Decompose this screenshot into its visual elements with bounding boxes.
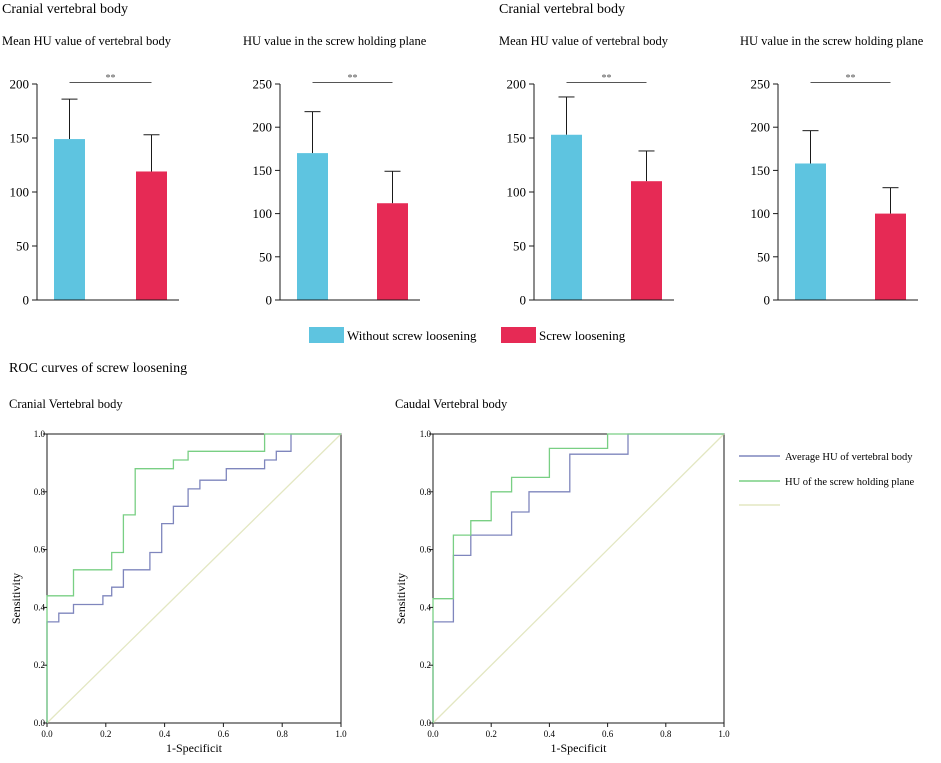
- y-tick-label: 150: [253, 163, 273, 178]
- y-tick-label: 0: [520, 293, 527, 308]
- y-tick-label: 150: [10, 131, 30, 146]
- bar-chart-3-title: Mean HU value of vertebral body: [499, 34, 669, 48]
- significance-label: **: [846, 73, 856, 84]
- roc-chart-caudal: 0.0 0.2 0.4 0.6 0.8 1.0 0.0 0.2 0.4 0.6 0.8 1.0 1-Sp…: [394, 429, 730, 755]
- y-tick-label: 200: [507, 77, 527, 92]
- significance-label: **: [602, 73, 612, 84]
- legend-label-without-loosening: Without screw loosening: [347, 328, 477, 343]
- y-tick-label: 50: [757, 249, 770, 264]
- y-tick-label: 0.4: [420, 602, 432, 612]
- y-tick-label: 150: [507, 131, 527, 146]
- y-tick-label: 0.8: [34, 487, 46, 497]
- bar-chart-3: 0 50 100 150 200 **: [507, 73, 674, 308]
- y-axis-label: Sensitivity: [9, 573, 23, 624]
- bar-chart-4: 0 50 100 150 200 250 **: [751, 73, 918, 308]
- y-tick-label: 200: [253, 120, 273, 135]
- plot-frame: [46, 433, 342, 724]
- roc-chart-cranial: 0.0 0.2 0.4 0.6 0.8 1.0 0.0 0.2 0.4 0.6 0.8 1.0 1-Sp…: [9, 429, 347, 755]
- y-tick-label: 0: [23, 293, 30, 308]
- legend-label-average: Average HU of vertebral body: [785, 452, 913, 463]
- y-tick-label: 0.0: [420, 718, 432, 728]
- roc-section-title: ROC curves of screw loosening: [9, 361, 187, 376]
- y-tick-label: 0.0: [34, 718, 46, 728]
- bar: [136, 171, 167, 300]
- significance-label: **: [348, 73, 358, 84]
- roc-chart-1-title: Cranial Vertebral body: [9, 397, 123, 411]
- roc-chart-2-title: Caudal Vertebral body: [395, 397, 508, 411]
- legend-label-loosening: Screw loosening: [539, 328, 626, 343]
- y-tick-label: 0.8: [420, 487, 432, 497]
- x-tick-label: 0.4: [544, 729, 556, 739]
- roc-curve-screw-plane: [46, 433, 341, 723]
- x-tick-label: 0.8: [277, 729, 289, 739]
- y-tick-label: 0: [266, 293, 273, 308]
- bar: [377, 203, 408, 300]
- x-tick-label: 0.0: [427, 729, 439, 739]
- y-tick-label: 50: [16, 239, 29, 254]
- roc-curve-average: [432, 433, 724, 723]
- x-tick-label: 0.6: [602, 729, 614, 739]
- legend-label-screw-plane: HU of the screw holding plane: [785, 477, 915, 488]
- reference-line: [432, 433, 725, 724]
- bar: [297, 153, 328, 300]
- bar: [875, 213, 906, 300]
- bar: [54, 139, 85, 300]
- y-tick-label: 1.0: [34, 429, 46, 439]
- x-tick-label: 0.4: [159, 729, 171, 739]
- y-tick-label: 250: [253, 77, 273, 92]
- y-tick-label: 0.6: [420, 545, 432, 555]
- legend-swatch-loosening: [501, 327, 536, 343]
- y-tick-label: 0: [764, 293, 771, 308]
- bar-chart-2-title: HU value in the screw holding plane: [243, 34, 427, 48]
- roc-curve-average: [46, 433, 341, 723]
- y-tick-label: 1.0: [420, 429, 432, 439]
- bar-chart-4-title: HU value in the screw holding plane: [740, 34, 924, 48]
- y-tick-label: 0.2: [420, 660, 431, 670]
- bar: [795, 163, 826, 300]
- x-tick-label: 0.8: [660, 729, 672, 739]
- y-tick-label: 50: [259, 249, 272, 264]
- bar-chart-1: 0 50 100 150 200 **: [10, 73, 179, 308]
- y-tick-label: 200: [10, 77, 30, 92]
- y-tick-label: 100: [507, 185, 527, 200]
- y-axis-label: Sensitivity: [394, 573, 408, 624]
- y-tick-label: 100: [253, 206, 273, 221]
- significance-label: **: [106, 73, 116, 84]
- x-tick-label: 0.2: [486, 729, 497, 739]
- x-tick-label: 0.0: [41, 729, 53, 739]
- y-tick-label: 200: [751, 120, 771, 135]
- bar-chart-1-title: Mean HU value of vertebral body: [2, 34, 172, 48]
- y-tick-label: 0.2: [34, 660, 45, 670]
- x-tick-label: 1.0: [335, 729, 347, 739]
- y-tick-label: 100: [10, 185, 30, 200]
- y-tick-label: 100: [751, 206, 771, 221]
- plot-frame: [432, 433, 725, 724]
- roc-curve-screw-plane: [432, 433, 724, 723]
- x-tick-label: 0.6: [218, 729, 230, 739]
- bar: [551, 134, 582, 300]
- bar-chart-2: 0 50 100 150 200 250 **: [253, 73, 420, 308]
- y-tick-label: 250: [751, 77, 771, 92]
- reference-line: [46, 433, 342, 724]
- x-axis-label: 1-Specificit: [166, 741, 223, 755]
- bar: [631, 181, 662, 300]
- group-title-2: Cranial vertebral body: [499, 2, 625, 17]
- x-tick-label: 0.2: [100, 729, 111, 739]
- y-tick-label: 0.6: [34, 545, 46, 555]
- y-tick-label: 0.4: [34, 602, 46, 612]
- group-title-1: Cranial vertebral body: [2, 2, 128, 17]
- x-tick-label: 1.0: [718, 729, 730, 739]
- x-axis-label: 1-Specificit: [551, 741, 608, 755]
- y-tick-label: 50: [513, 239, 526, 254]
- y-tick-label: 150: [751, 163, 771, 178]
- legend-swatch-without-loosening: [309, 327, 344, 343]
